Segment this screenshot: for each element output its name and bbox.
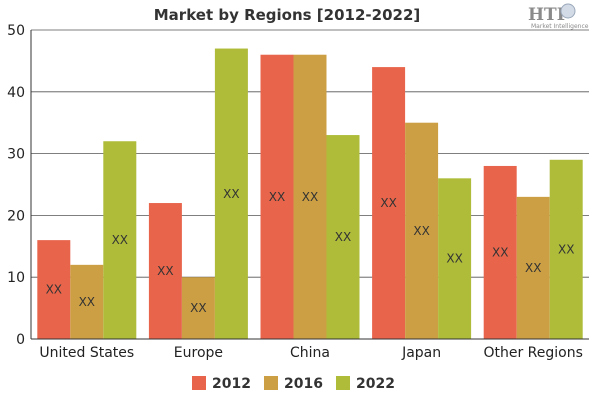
data-label: XX bbox=[413, 224, 429, 238]
legend-label: 2012 bbox=[212, 376, 251, 392]
bar-2016 bbox=[293, 54, 327, 339]
y-axis-ticks: 0 10 20 30 40 50 bbox=[7, 23, 25, 348]
legend-swatch bbox=[264, 376, 278, 390]
bar-2012 bbox=[260, 54, 294, 339]
data-label: XX bbox=[302, 190, 318, 204]
y-tick-label: 30 bbox=[7, 147, 25, 163]
data-label: XX bbox=[492, 245, 508, 259]
bar-2012 bbox=[483, 165, 517, 339]
bar-2022 bbox=[326, 135, 360, 339]
bar-2016 bbox=[405, 122, 439, 339]
y-tick-label: 0 bbox=[16, 332, 25, 348]
data-label: XX bbox=[446, 252, 462, 266]
y-tick-label: 40 bbox=[7, 85, 25, 101]
bar-2016 bbox=[70, 264, 104, 339]
x-category-label: Japan bbox=[401, 345, 441, 361]
legend-swatch bbox=[192, 376, 206, 390]
bar-2016 bbox=[516, 196, 550, 339]
bar-2022 bbox=[438, 178, 472, 339]
data-label: XX bbox=[525, 261, 541, 275]
x-axis-categories: United States Europe China Japan Other Regio… bbox=[39, 345, 583, 361]
x-category-label: Other Regions bbox=[483, 345, 582, 361]
bar-2022 bbox=[549, 159, 583, 339]
data-label: XX bbox=[46, 283, 62, 297]
data-label: XX bbox=[380, 196, 396, 210]
logo: HTF Market Intelligence bbox=[528, 3, 589, 30]
bar-2012 bbox=[37, 240, 71, 339]
bar-2022 bbox=[103, 141, 137, 339]
bar-2022 bbox=[214, 48, 248, 339]
axes bbox=[30, 30, 589, 340]
data-label: XX bbox=[112, 233, 128, 247]
logo-globe-icon bbox=[560, 3, 576, 19]
data-label: XX bbox=[335, 230, 351, 244]
logo-text: HTF bbox=[528, 5, 569, 25]
data-labels: XX XX XX XX XX XX XX XX XX XX XX XX XX XX XX bbox=[46, 187, 575, 315]
data-label: XX bbox=[558, 242, 574, 256]
logo-subtext: Market Intelligence bbox=[531, 23, 589, 30]
x-category-label: United States bbox=[39, 345, 134, 361]
legend-swatch bbox=[336, 376, 350, 390]
legend-label: 2016 bbox=[284, 376, 323, 392]
bar-2016 bbox=[181, 277, 215, 339]
data-label: XX bbox=[157, 264, 173, 278]
bar-2012 bbox=[148, 203, 182, 339]
y-tick-label: 50 bbox=[7, 23, 25, 39]
chart-title: Market by Regions [2012-2022] bbox=[154, 6, 421, 24]
data-label: XX bbox=[269, 190, 285, 204]
legend-label: 2022 bbox=[356, 376, 395, 392]
x-category-label: China bbox=[290, 345, 330, 361]
data-label: XX bbox=[223, 187, 239, 201]
x-category-label: Europe bbox=[174, 345, 223, 361]
bar-2012 bbox=[372, 67, 406, 339]
bars bbox=[37, 48, 583, 339]
data-label: XX bbox=[79, 295, 95, 309]
data-label: XX bbox=[190, 301, 206, 315]
y-tick-label: 20 bbox=[7, 208, 25, 224]
legend: 2012 2016 2022 bbox=[192, 376, 395, 392]
y-tick-label: 10 bbox=[7, 270, 25, 286]
